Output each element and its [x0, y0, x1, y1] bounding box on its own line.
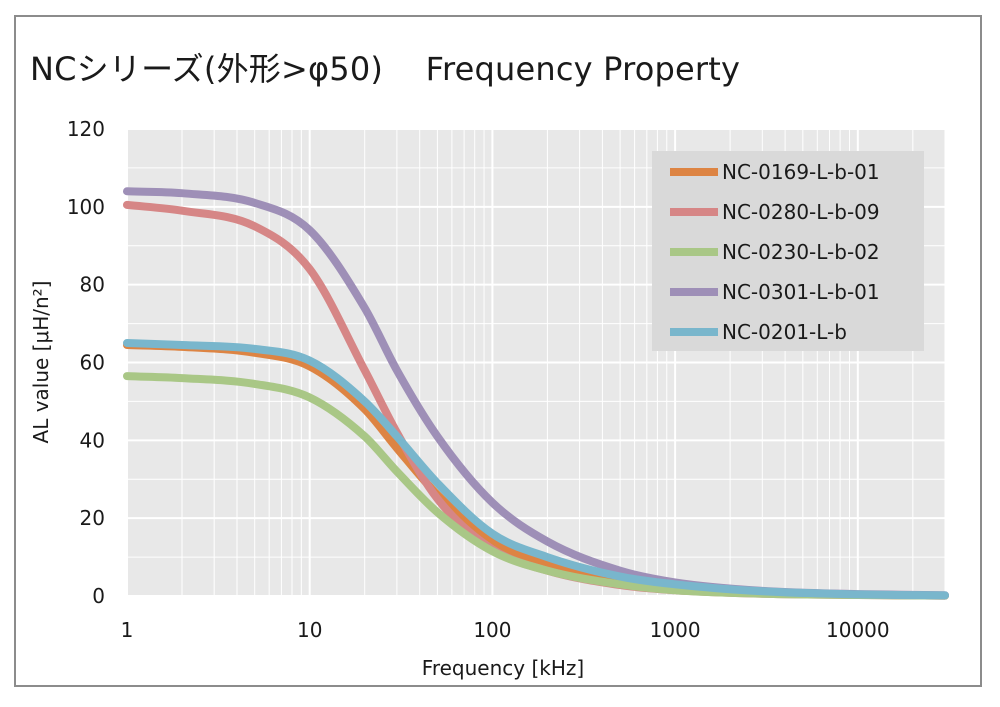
y-tick-label: 60 [80, 351, 105, 375]
y-tick-label: 80 [80, 273, 105, 297]
legend-label: NC-0201-L-b [722, 320, 847, 344]
series-layer [123, 187, 949, 600]
legend-label: NC-0301-L-b-01 [722, 280, 880, 304]
legend-label: NC-0169-L-b-01 [722, 160, 880, 184]
x-axis-ticks: 1 10 100 1000 10000 [121, 618, 890, 642]
legend-label: NC-0280-L-b-09 [722, 200, 880, 224]
y-tick-label: 100 [67, 195, 105, 219]
y-axis-label: AL value [μH/n²] [29, 281, 53, 444]
y-tick-label: 40 [80, 428, 105, 452]
legend: NC-0169-L-b-01 NC-0280-L-b-09 NC-0230-L-b-… [652, 151, 924, 351]
y-tick-label: 120 [67, 117, 105, 141]
x-axis-label: Frequency [kHz] [422, 656, 584, 680]
series-line-NC-0201-L-b [123, 339, 949, 600]
x-tick-label: 1 [121, 618, 134, 642]
y-tick-label: 20 [80, 506, 105, 530]
chart-title: NCシリーズ(外形>φ50) Frequency Property [30, 50, 741, 88]
x-tick-label: 10 [297, 618, 322, 642]
y-axis-ticks: 0 20 40 60 80 100 120 [67, 117, 105, 608]
y-tick-label: 0 [92, 584, 105, 608]
x-tick-label: 10000 [826, 618, 890, 642]
x-tick-label: 100 [473, 618, 511, 642]
legend-label: NC-0230-L-b-02 [722, 240, 880, 264]
x-tick-label: 1000 [650, 618, 701, 642]
